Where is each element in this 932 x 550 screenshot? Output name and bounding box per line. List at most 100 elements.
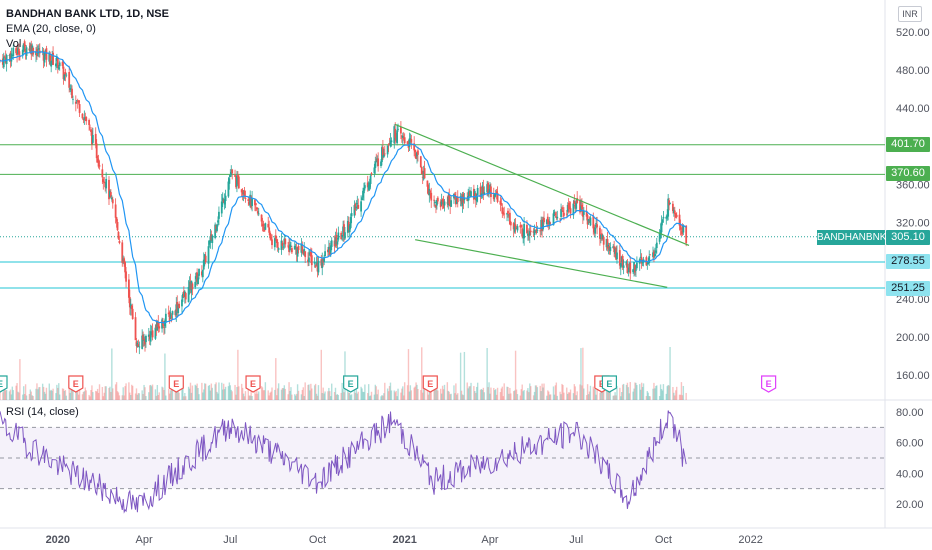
volume-bar bbox=[124, 386, 126, 400]
volume-bar bbox=[221, 382, 223, 400]
volume-bar bbox=[628, 393, 631, 400]
candle-body bbox=[151, 330, 154, 338]
candle-body bbox=[475, 196, 478, 202]
candle-body bbox=[291, 248, 293, 253]
candle-body bbox=[400, 136, 403, 138]
earnings-letter: E bbox=[0, 379, 3, 389]
candle-body bbox=[492, 194, 495, 200]
candle-body bbox=[434, 201, 436, 204]
volume-bar bbox=[194, 384, 196, 400]
volume-bar bbox=[78, 388, 81, 400]
volume-bar bbox=[457, 393, 459, 400]
candle-body bbox=[674, 213, 677, 218]
volume-bar bbox=[320, 349, 322, 400]
volume-bar bbox=[61, 388, 64, 400]
volume-bar bbox=[314, 383, 317, 400]
volume-bar bbox=[368, 396, 371, 400]
volume-bar bbox=[548, 394, 551, 400]
candle-body bbox=[303, 249, 306, 256]
volume-bar bbox=[144, 387, 146, 400]
volume-bar bbox=[429, 389, 431, 400]
candle-body bbox=[81, 113, 84, 119]
volume-bar bbox=[3, 386, 5, 400]
candle-body bbox=[521, 228, 524, 237]
volume-bar bbox=[541, 383, 543, 400]
earnings-badge bbox=[245, 375, 261, 393]
volume-bar bbox=[370, 391, 373, 400]
volume-bar bbox=[353, 385, 356, 400]
candle-body bbox=[231, 169, 234, 174]
candle-body bbox=[108, 179, 110, 200]
candle-body bbox=[347, 221, 350, 230]
volume-bar bbox=[218, 382, 220, 400]
volume-bar bbox=[473, 386, 475, 400]
volume-bar bbox=[442, 389, 445, 400]
volume-bar bbox=[62, 388, 65, 400]
volume-bar bbox=[58, 383, 60, 400]
candle-body bbox=[568, 206, 571, 210]
currency-badge[interactable]: INR bbox=[898, 6, 922, 22]
candle-body bbox=[682, 225, 685, 233]
candle-body bbox=[427, 185, 430, 195]
candle-body bbox=[249, 194, 252, 207]
volume-bar bbox=[362, 391, 364, 400]
candle-body bbox=[68, 72, 71, 88]
time-axis-tick: Jul bbox=[223, 534, 237, 546]
candle-body bbox=[280, 240, 283, 250]
volume-bar bbox=[553, 394, 556, 400]
volume-bar bbox=[661, 390, 664, 400]
volume-bar bbox=[441, 385, 444, 400]
candle-body bbox=[353, 205, 356, 216]
candle-body bbox=[127, 279, 130, 298]
volume-bar bbox=[646, 391, 649, 400]
volume-bar bbox=[595, 394, 597, 400]
candle-body bbox=[363, 187, 365, 194]
candle-body bbox=[515, 227, 518, 229]
volume-bar bbox=[382, 395, 384, 400]
candle-body bbox=[366, 182, 369, 188]
volume-bar bbox=[271, 387, 273, 400]
candle-body bbox=[620, 256, 623, 263]
volume-bar bbox=[50, 389, 52, 400]
volume-bar bbox=[256, 383, 258, 400]
volume-bar bbox=[653, 382, 655, 400]
volume-bar bbox=[90, 390, 92, 400]
candle-body bbox=[589, 217, 592, 226]
volume-bar bbox=[354, 392, 357, 400]
volume-bar bbox=[384, 382, 386, 400]
volume-bar bbox=[548, 391, 550, 400]
volume-bar bbox=[138, 393, 141, 400]
volume-bar bbox=[307, 384, 309, 400]
volume-bar bbox=[315, 393, 318, 400]
rsi-axis-tick: 80.00 bbox=[896, 407, 924, 419]
volume-bar bbox=[71, 387, 73, 400]
candle-body bbox=[316, 262, 319, 272]
candle-body bbox=[519, 225, 522, 228]
candle-body bbox=[247, 199, 250, 202]
volume-bar bbox=[448, 391, 450, 400]
volume-bar bbox=[197, 388, 199, 400]
candle-body bbox=[414, 149, 417, 153]
volume-bar bbox=[108, 388, 110, 400]
volume-bar bbox=[389, 382, 392, 400]
candle-body bbox=[446, 202, 449, 204]
candle-body bbox=[355, 206, 358, 209]
volume-bar bbox=[569, 389, 572, 400]
candle-body bbox=[533, 229, 536, 235]
volume-bar bbox=[276, 388, 279, 400]
candle-body bbox=[380, 161, 382, 167]
candle-body bbox=[646, 263, 649, 265]
candle-body bbox=[22, 43, 25, 52]
symbol-title: BANDHAN BANK LTD, 1D, NSE bbox=[6, 8, 169, 20]
volume-bar bbox=[403, 395, 405, 400]
volume-bar bbox=[191, 385, 194, 400]
volume-bar bbox=[672, 387, 674, 400]
volume-bar bbox=[51, 390, 53, 400]
candle-body bbox=[528, 231, 531, 236]
candle-body bbox=[221, 197, 224, 202]
volume-bar bbox=[408, 391, 411, 400]
volume-bar bbox=[640, 382, 643, 400]
volume-bar bbox=[39, 387, 41, 400]
volume-bar bbox=[474, 391, 476, 400]
